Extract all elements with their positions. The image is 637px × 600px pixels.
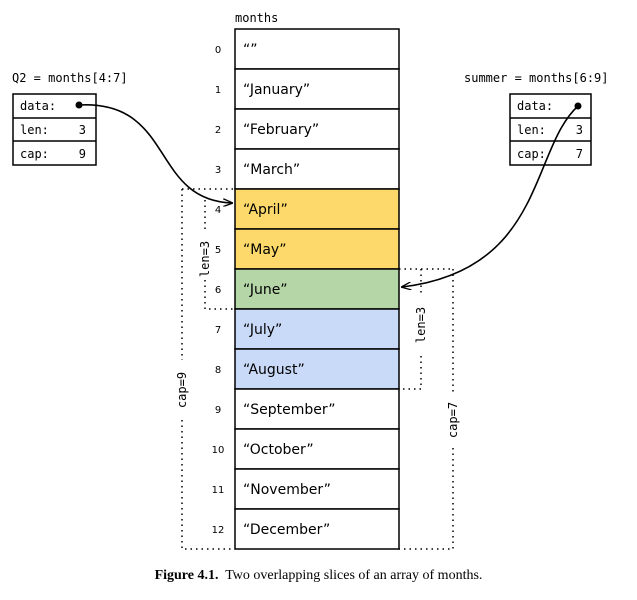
cell-value: “January”: [243, 82, 310, 98]
cell-box: [234, 268, 400, 310]
q2-label: Q2 = months[4:7]: [12, 71, 128, 85]
cell-box: [234, 428, 400, 470]
cell-box: [234, 468, 400, 510]
cell-value: “December”: [243, 522, 330, 538]
array-cell: “January” 1: [215, 68, 400, 110]
figure-number: Figure 4.1.: [154, 568, 219, 583]
summer-cap-text: cap=7: [446, 402, 460, 438]
array-cell: “May” 5: [215, 228, 400, 270]
array-cell: “September” 9: [215, 388, 400, 430]
summer-len-text: len=3: [414, 307, 428, 343]
summer-cap-label: cap:: [517, 147, 546, 161]
summer-pointer-arrow: [402, 105, 579, 287]
cell-value: “July”: [243, 322, 282, 338]
cell-index: 5: [215, 245, 221, 256]
q2-pointer-arrow: [78, 104, 232, 203]
summer-data-label: data:: [517, 99, 553, 113]
cell-value: “May”: [243, 242, 286, 258]
array-cell: “March” 3: [215, 148, 400, 190]
summer-len-bracket: [399, 268, 453, 390]
summer-len-label: len:: [517, 123, 546, 137]
array-cell: “November” 11: [212, 468, 400, 510]
q2-cap-bracket: [181, 189, 235, 550]
summer-cap-bracket: [399, 269, 454, 550]
cell-index: 3: [215, 165, 221, 176]
q2-cap-value: 9: [79, 147, 86, 161]
array-cell: “February” 2: [215, 108, 400, 150]
figure-caption: Figure 4.1. Two overlapping slices of an…: [0, 568, 637, 584]
array-name: months: [235, 11, 278, 25]
array-cell: “April” 4: [215, 188, 400, 230]
caption-text: Two overlapping slices of an array of mo…: [225, 568, 483, 583]
q2-cap-label: cap:: [20, 147, 49, 161]
q2-cap-text: cap=9: [175, 372, 189, 408]
q2-data-label: data:: [20, 99, 56, 113]
cell-value: “”: [243, 42, 258, 58]
array-cell: “December” 12: [212, 508, 400, 550]
cell-value: “August”: [243, 362, 305, 378]
array-cell: “” 0: [215, 28, 400, 70]
q2-len-value: 3: [79, 123, 86, 137]
cell-value: “April”: [243, 202, 288, 218]
cell-box: [234, 348, 400, 390]
cell-index: 7: [215, 325, 221, 336]
cell-value: “November”: [243, 482, 331, 498]
cell-box: [234, 28, 400, 70]
cell-value: “February”: [243, 122, 319, 138]
array: “” 0 “January” 1 “February” 2 “March” 3 “April” 4…: [212, 28, 400, 550]
array-cell: “June” 6: [215, 268, 400, 310]
cell-value: “October”: [243, 442, 314, 458]
cell-box: [234, 108, 400, 150]
cell-box: [234, 68, 400, 110]
cell-index: 11: [212, 485, 225, 496]
summer-header-box: data: len: 3 cap: 7: [509, 93, 592, 166]
cell-box: [234, 508, 400, 550]
cell-index: 2: [215, 125, 221, 136]
cell-value: “June”: [243, 282, 288, 298]
cell-index: 0: [215, 45, 221, 56]
cell-index: 6: [215, 285, 221, 296]
cell-index: 4: [215, 205, 221, 216]
q2-len-text: len=3: [198, 241, 212, 277]
cell-index: 12: [212, 525, 225, 536]
summer-label: summer = months[6:9]: [464, 71, 609, 85]
array-cell: “July” 7: [215, 308, 400, 350]
array-cell: “October” 10: [212, 428, 400, 470]
summer-len-value: 3: [576, 123, 583, 137]
cell-index: 9: [215, 405, 221, 416]
array-cell: “August” 8: [215, 348, 400, 390]
q2-len-bracket: [182, 188, 235, 310]
summer-cap-value: 7: [576, 147, 583, 161]
cell-index: 10: [212, 445, 225, 456]
q2-len-label: len:: [20, 123, 49, 137]
cell-box: [234, 188, 400, 230]
cell-value: “September”: [243, 402, 335, 418]
cell-value: “March”: [243, 162, 300, 178]
cell-index: 1: [215, 85, 221, 96]
cell-index: 8: [215, 365, 221, 376]
